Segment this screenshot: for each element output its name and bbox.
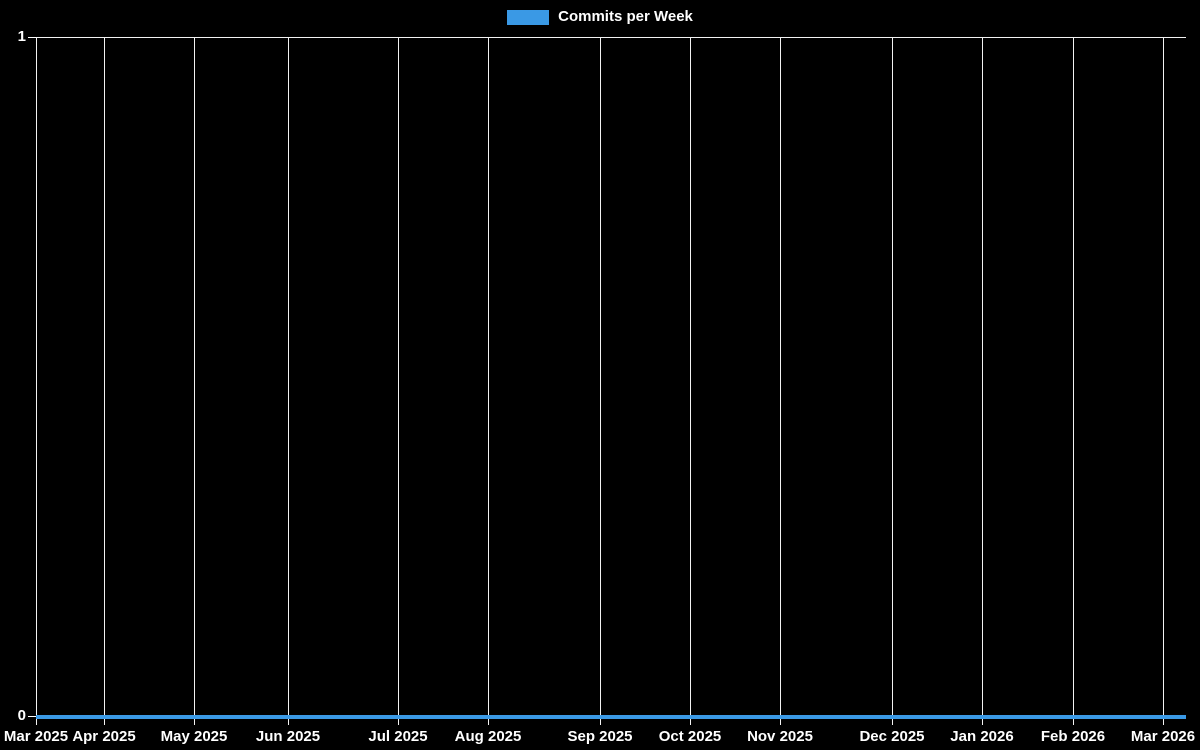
month-gridline (194, 37, 195, 725)
plot-area (36, 37, 1186, 725)
month-gridline (600, 37, 601, 725)
month-gridline (398, 37, 399, 725)
month-gridline (690, 37, 691, 725)
y-axis-tickmark-0 (28, 716, 36, 717)
x-axis-label: Aug 2025 (454, 728, 522, 745)
x-axis-label: Mar 2026 (1130, 728, 1196, 745)
x-axis-label: Jul 2025 (368, 728, 428, 745)
y-axis-tick-label-0: 0 (17, 707, 26, 724)
x-axis-labels: Mar 2025 Apr 2025 May 2025 Jun 2025 Jul 2025… (0, 728, 1200, 748)
month-gridline (1163, 37, 1164, 725)
chart-legend[interactable]: Commits per Week (0, 8, 1200, 26)
y-axis-tick-label-1: 1 (17, 28, 26, 45)
legend-label: Commits per Week (558, 8, 693, 25)
x-axis-label: Sep 2025 (567, 728, 633, 745)
x-axis-label: Jan 2026 (950, 728, 1014, 745)
y-axis-tickmark-1 (28, 37, 36, 38)
x-axis-label: Nov 2025 (747, 728, 813, 745)
legend-swatch-icon (507, 9, 550, 25)
month-gridline (36, 37, 37, 725)
commits-series-line (36, 715, 1186, 719)
month-gridline (780, 37, 781, 725)
month-gridline (488, 37, 489, 725)
month-gridline (1073, 37, 1074, 725)
month-gridline (288, 37, 289, 725)
x-axis-label: Jun 2025 (255, 728, 321, 745)
x-axis-label: Apr 2025 (72, 728, 136, 745)
month-gridline (104, 37, 105, 725)
x-axis-label: Dec 2025 (859, 728, 925, 745)
x-axis-label: Mar 2025 (3, 728, 69, 745)
month-gridline (982, 37, 983, 725)
month-gridline (892, 37, 893, 725)
x-axis-label: May 2025 (160, 728, 228, 745)
x-axis-label: Oct 2025 (658, 728, 722, 745)
x-axis-label: Feb 2026 (1040, 728, 1106, 745)
gridline-y-1 (36, 37, 1186, 38)
